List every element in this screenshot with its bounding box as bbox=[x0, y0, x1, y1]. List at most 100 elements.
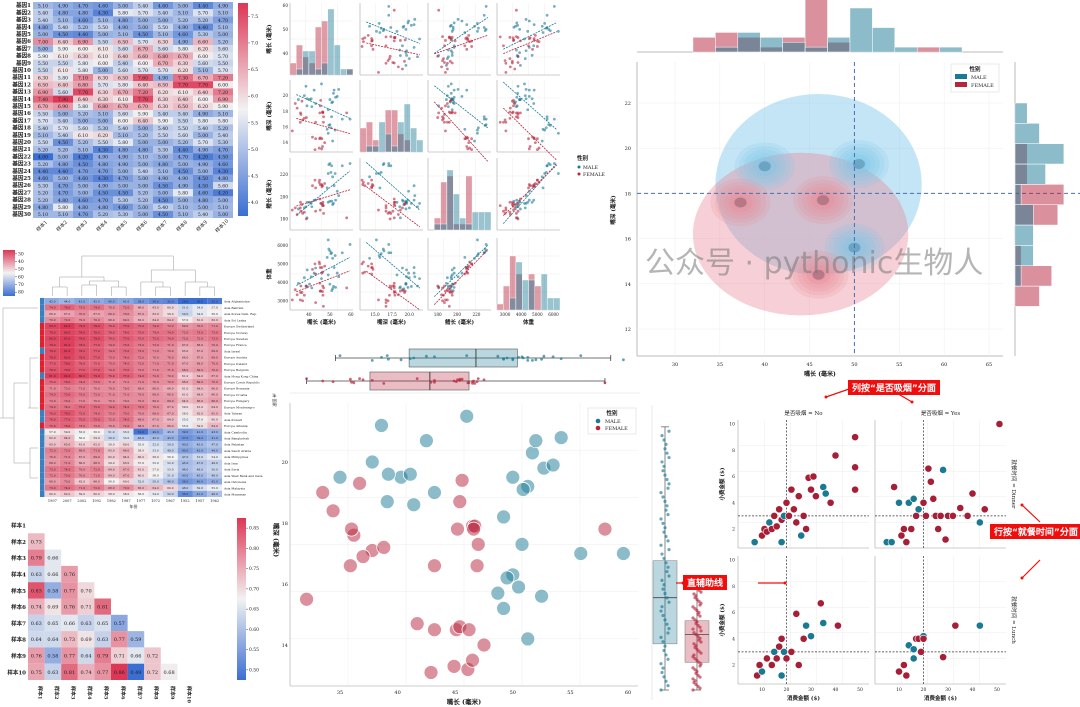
colorbar-tick-label: 0.55 bbox=[249, 647, 259, 653]
clustermap-cell bbox=[148, 490, 163, 498]
heatmap-cell bbox=[173, 102, 193, 110]
heatmap-cell bbox=[53, 88, 73, 96]
scatter-point bbox=[293, 288, 297, 292]
x-tick-label: 40 bbox=[394, 690, 400, 696]
clustermap-cell bbox=[177, 478, 193, 485]
clustermap-cell bbox=[45, 403, 60, 410]
row-label: 基因21 bbox=[11, 145, 31, 153]
cell-value: 69.0 bbox=[182, 324, 188, 328]
clustermap-cell bbox=[192, 347, 208, 354]
scatter-point bbox=[295, 293, 299, 297]
clustermap-cell bbox=[104, 434, 119, 442]
strip-point bbox=[666, 631, 670, 635]
heatmap-cell bbox=[73, 160, 93, 168]
clustermap-cell bbox=[177, 441, 193, 448]
clustermap-cell bbox=[118, 347, 134, 354]
row-color-annotation bbox=[40, 490, 45, 498]
strip-point bbox=[551, 355, 555, 359]
scatter-point bbox=[326, 131, 330, 135]
clustermap-cell bbox=[59, 385, 75, 392]
heatmap-cell bbox=[173, 110, 193, 118]
clustermap-cell bbox=[118, 416, 134, 423]
histogram-bar bbox=[327, 8, 335, 76]
clustermap-cell bbox=[148, 304, 163, 311]
clustermap-cell bbox=[207, 310, 222, 317]
clustermap-cell bbox=[45, 341, 60, 348]
correlation-cell bbox=[28, 647, 45, 664]
scatter-point bbox=[399, 289, 402, 293]
kde-contour-level bbox=[714, 182, 766, 223]
heatmap-cell bbox=[213, 81, 233, 89]
clustermap-cell bbox=[59, 465, 75, 473]
scatter-point bbox=[518, 98, 522, 101]
x-tick-label: 5000 bbox=[532, 312, 543, 317]
scatter-point bbox=[314, 209, 318, 213]
heatmap-cell bbox=[153, 74, 173, 82]
strip-point bbox=[540, 357, 543, 361]
clustermap-cell bbox=[133, 447, 149, 454]
colorbar-clustermap bbox=[3, 250, 15, 296]
x-tick-label: 30 bbox=[945, 687, 951, 693]
scatter-point bbox=[310, 205, 314, 209]
clustermap-cell bbox=[45, 447, 60, 454]
clustermap-cell bbox=[104, 298, 119, 305]
scatter-point bbox=[513, 102, 517, 105]
scatter-point bbox=[377, 298, 380, 302]
scatter-point bbox=[406, 497, 422, 513]
cell-value: 70.0 bbox=[212, 343, 218, 347]
cell-value: 5.00 bbox=[138, 162, 148, 168]
cell-value: 70.0 bbox=[167, 349, 173, 353]
regression-line bbox=[503, 22, 558, 50]
strip-point bbox=[662, 464, 666, 468]
x-tick-label: 30 bbox=[808, 687, 814, 693]
scatter-point bbox=[374, 417, 389, 433]
heatmap-cell bbox=[133, 2, 153, 10]
clustermap-cell bbox=[148, 453, 163, 460]
scatter-point bbox=[304, 116, 308, 119]
y-axis-label: 小费金额 ($) bbox=[718, 603, 726, 636]
y-tick-label: 4 bbox=[732, 500, 735, 506]
cell-value: 75.0 bbox=[153, 337, 159, 341]
scatter-point bbox=[463, 44, 467, 48]
col-label: 样本8 bbox=[175, 219, 189, 233]
scatter-point bbox=[527, 88, 531, 92]
scatter-point bbox=[337, 194, 341, 198]
clustermap-cell bbox=[177, 341, 193, 348]
x-axis-label: 鳍长 (毫米) bbox=[445, 318, 475, 326]
top-histogram-bar bbox=[715, 46, 739, 53]
row-label: 基因26 bbox=[11, 181, 31, 189]
cell-value: 71.0 bbox=[153, 368, 159, 372]
scatter-point bbox=[526, 29, 530, 33]
heatmap-cell bbox=[113, 74, 133, 82]
heatmap-cell bbox=[213, 153, 233, 161]
row-label: 基因23 bbox=[11, 160, 31, 168]
scatter-point bbox=[393, 293, 397, 297]
cell-value: 71.0 bbox=[64, 461, 70, 465]
cell-value: 5.00 bbox=[78, 119, 88, 125]
heatmap-cell bbox=[33, 160, 53, 168]
cell-value: 6.40 bbox=[78, 97, 88, 103]
clustermap-cell bbox=[207, 422, 222, 429]
scatter-point bbox=[330, 115, 333, 119]
cell-value: 66.0 bbox=[94, 480, 100, 484]
row-label: 样本8 bbox=[11, 636, 26, 644]
row-color-annotation bbox=[40, 397, 45, 404]
correlation-cell bbox=[44, 565, 62, 583]
heatmap-cell bbox=[133, 23, 153, 31]
histogram-bar bbox=[528, 279, 536, 311]
strip-point bbox=[666, 512, 670, 517]
y-tick-label: 180 bbox=[280, 216, 288, 221]
cell-value: 62.0 bbox=[64, 492, 70, 496]
clustermap-cell bbox=[133, 298, 149, 305]
row-color-annotation bbox=[40, 360, 45, 367]
clustermap-cell bbox=[74, 347, 90, 354]
scatter-point bbox=[449, 91, 453, 95]
heatmap-cell bbox=[193, 16, 213, 24]
clustermap-cell bbox=[148, 478, 163, 485]
heatmap-cell bbox=[173, 38, 193, 46]
clustermap-cell bbox=[59, 335, 75, 342]
clustermap-cell bbox=[148, 422, 163, 429]
x-tick-label: 45 bbox=[806, 362, 812, 368]
cell-value: 6.30 bbox=[78, 54, 88, 60]
scatter-point bbox=[514, 211, 518, 215]
